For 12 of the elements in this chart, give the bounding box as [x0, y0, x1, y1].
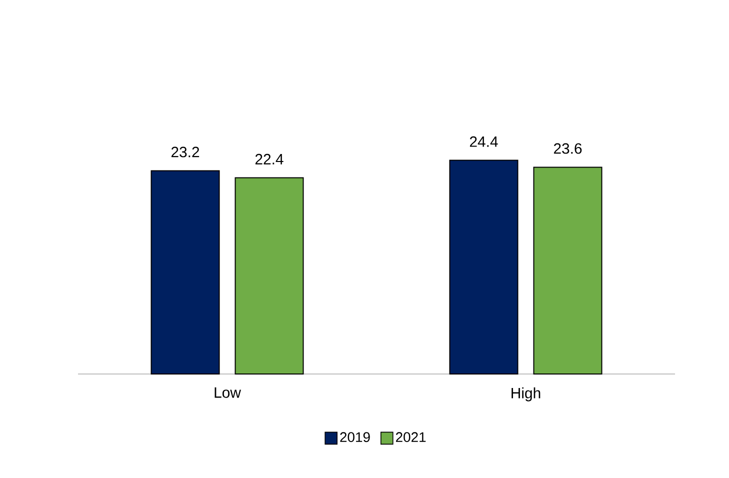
bar: [234, 177, 304, 374]
data-label: 22.4: [255, 154, 284, 164]
legend-label: 2021: [396, 432, 426, 442]
data-label: 23.6: [554, 143, 582, 154]
data-label: 24.4: [470, 136, 498, 147]
x-tick-label: High: [512, 387, 540, 402]
data-label: 23.2: [171, 146, 200, 158]
bar: [533, 166, 602, 374]
legend-label: 2019: [340, 432, 370, 442]
x-tick-label: Low: [214, 387, 241, 398]
bar: [449, 160, 518, 374]
bar: [150, 170, 220, 374]
